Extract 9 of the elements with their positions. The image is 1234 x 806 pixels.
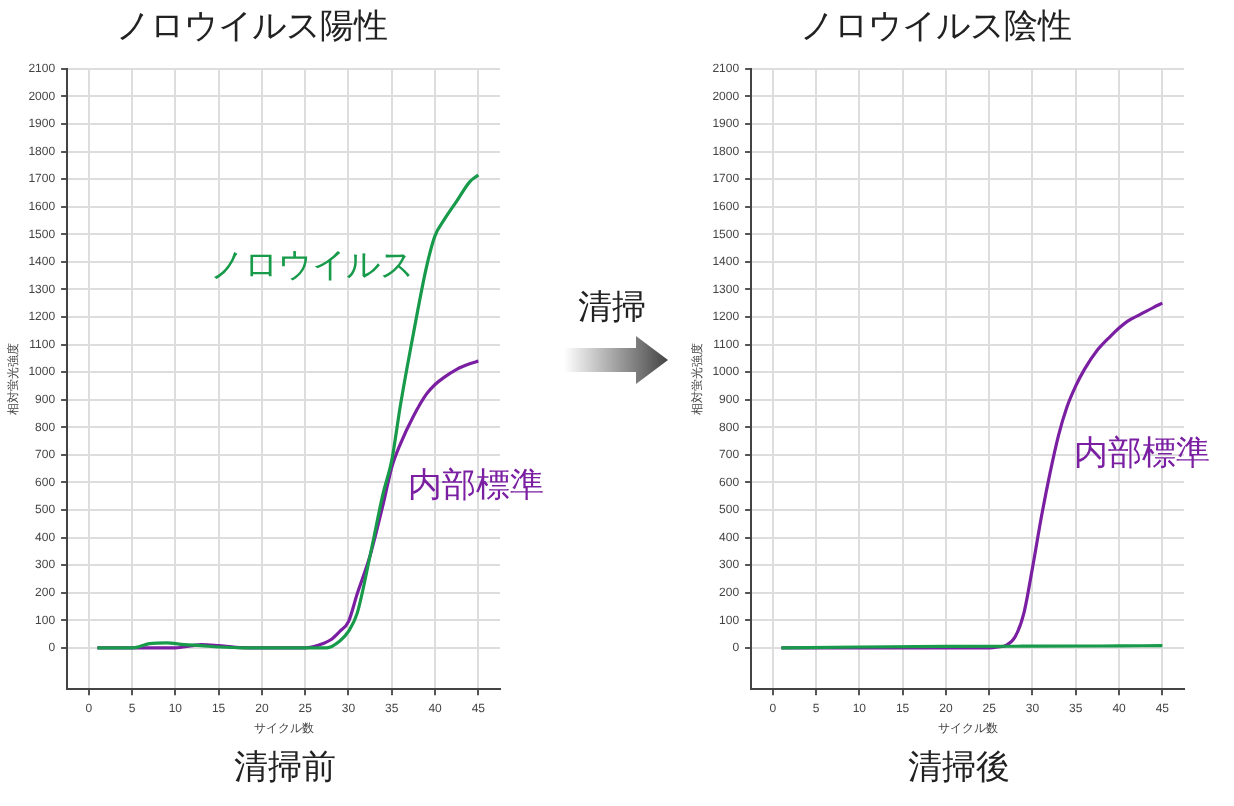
chart-title: ノロウイルス陰性 [800,7,1072,48]
series-label: 内部標準 [1074,434,1211,475]
series-label: 内部標準 [407,466,544,507]
line-series [95,173,480,650]
series-label: ノロウイルス [210,246,415,287]
text: 清掃後 [906,746,1012,790]
text: 清掃 [576,286,648,330]
text: 清掃前 [232,746,338,790]
chart-title: ノロウイルス陽性 [116,7,388,48]
